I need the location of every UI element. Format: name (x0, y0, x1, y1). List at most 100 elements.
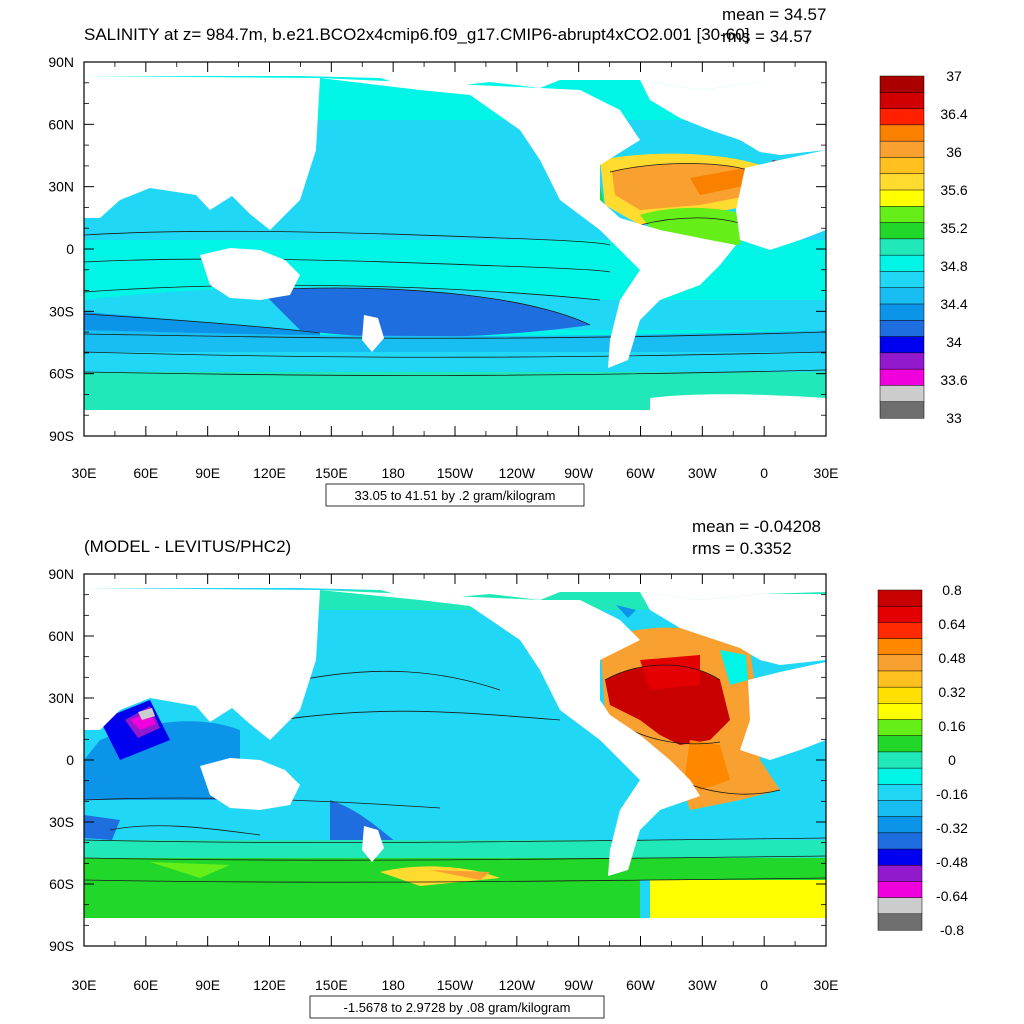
colorbar-label: 35.2 (940, 220, 967, 236)
lon-label: 180 (381, 465, 405, 481)
colorbar-swatch (879, 140, 925, 158)
lat-label: 90N (48, 54, 74, 70)
colorbar-swatch (879, 206, 925, 224)
colorbar-swatch (877, 735, 923, 753)
colorbar-swatch (877, 670, 923, 688)
colorbar-label: 34.8 (940, 258, 967, 274)
colorbar-label: 0.8 (942, 582, 962, 598)
lon-label: 90E (195, 977, 220, 993)
panel-top: SALINITY at z= 984.7m, b.e21.BCO2x4cmip6… (48, 5, 968, 507)
lon-label: 120E (253, 977, 286, 993)
lat-label: 60N (48, 116, 74, 132)
colorbar-label: -0.32 (936, 820, 968, 836)
colorbar-label: 36.4 (940, 106, 967, 122)
colorbar-swatch (879, 124, 925, 142)
axis-ticks-top (83, 61, 827, 437)
colorbar-swatch (879, 320, 925, 338)
colorbar-swatch (879, 238, 925, 256)
lat-label: 30S (49, 814, 74, 830)
colorbar-swatch (877, 816, 923, 834)
ocean-field-top (84, 62, 826, 436)
lon-label: 30E (72, 465, 97, 481)
colorbar-swatch (879, 173, 925, 191)
colorbar-swatch (879, 75, 925, 93)
colorbar-swatch (877, 913, 923, 931)
rms-stat-bottom: rms = 0.3352 (692, 539, 792, 558)
lon-label: 30E (814, 465, 839, 481)
colorbar-swatch (879, 92, 925, 110)
colorbar-label: 0.48 (938, 650, 965, 666)
lat-label: 30S (49, 303, 74, 319)
lon-label: 150W (437, 977, 474, 993)
colorbar-swatch (879, 336, 925, 354)
lon-label: 60W (626, 977, 656, 993)
colorbar-label: 0 (948, 752, 956, 768)
lon-label: 60E (133, 977, 158, 993)
lon-label: 30E (72, 977, 97, 993)
colorbar-swatch (879, 222, 925, 240)
colorbar-label: 0.64 (938, 616, 965, 632)
range-label-top: 33.05 to 41.51 by .2 gram/kilogram (355, 488, 556, 503)
colorbar-label: 34.4 (940, 296, 967, 312)
panel-bottom: (MODEL - LEVITUS/PHC2) mean = -0.04208 r… (48, 517, 968, 1019)
lat-label: 60S (49, 366, 74, 382)
colorbar-swatch (877, 719, 923, 737)
lon-label: 150W (437, 465, 474, 481)
lon-label: 120W (499, 977, 536, 993)
colorbar-swatch (877, 654, 923, 672)
lat-label: 0 (66, 241, 74, 257)
lat-label: 60N (48, 628, 74, 644)
lon-label: 90W (564, 977, 594, 993)
colorbar-swatch (877, 881, 923, 899)
colorbar-top: 37 36.4 36 35.6 35.2 34.8 34.4 34 33.6 33 (879, 68, 968, 426)
colorbar-label: -0.64 (936, 888, 968, 904)
colorbar-swatch (877, 767, 923, 785)
colorbar-label: 0.16 (938, 718, 965, 734)
lat-label: 90N (48, 566, 74, 582)
range-label-bottom: -1.5678 to 2.9728 by .08 gram/kilogram (344, 1000, 571, 1015)
colorbar-swatch (879, 189, 925, 207)
colorbar-swatch (877, 605, 923, 623)
colorbar-label: 33 (946, 410, 962, 426)
lon-label: 180 (381, 977, 405, 993)
lon-label: 90W (564, 465, 594, 481)
ocean-field-bottom (84, 574, 826, 946)
lon-label: 150E (315, 977, 348, 993)
colorbar-label: 34 (946, 334, 962, 350)
colorbar-swatch (877, 751, 923, 769)
colorbar-swatch (877, 703, 923, 721)
panel-title-bottom: (MODEL - LEVITUS/PHC2) (84, 537, 291, 556)
colorbar-swatch (877, 784, 923, 802)
colorbar-label: -0.48 (936, 854, 968, 870)
lat-label: 90S (49, 428, 74, 444)
mean-stat-top: mean = 34.57 (722, 5, 826, 24)
range-box-bottom (309, 995, 605, 1019)
colorbar-swatch (879, 401, 925, 419)
colorbar-swatch (879, 108, 925, 126)
lon-label: 120W (499, 465, 536, 481)
mean-stat-bottom: mean = -0.04208 (692, 517, 821, 536)
lat-label: 0 (66, 752, 74, 768)
colorbar-swatch (877, 864, 923, 882)
lat-label: 60S (49, 876, 74, 892)
colorbar-swatch (879, 287, 925, 305)
colorbar-label: 35.6 (940, 182, 967, 198)
lon-label: 120E (253, 465, 286, 481)
colorbar-swatch (879, 352, 925, 370)
colorbar-swatch (879, 254, 925, 272)
lat-label: 30N (48, 179, 74, 195)
lat-labels-top: 90N 60N 30N 0 30S 60S 90S (48, 54, 74, 444)
panel-title-top: SALINITY at z= 984.7m, b.e21.BCO2x4cmip6… (84, 25, 749, 44)
colorbar-swatch (877, 622, 923, 640)
lat-labels-bottom: 90N 60N 30N 0 30S 60S 90S (48, 566, 74, 954)
axis-ticks-bottom (83, 573, 827, 947)
colorbar-swatch (879, 271, 925, 289)
colorbar-swatch (879, 368, 925, 386)
colorbar-label: 36 (946, 144, 962, 160)
rms-stat-top: rms = 34.57 (722, 27, 812, 46)
lat-label: 90S (49, 938, 74, 954)
colorbar-swatch (879, 157, 925, 175)
colorbar-label: -0.16 (936, 786, 968, 802)
colorbar-label: 0.32 (938, 684, 965, 700)
